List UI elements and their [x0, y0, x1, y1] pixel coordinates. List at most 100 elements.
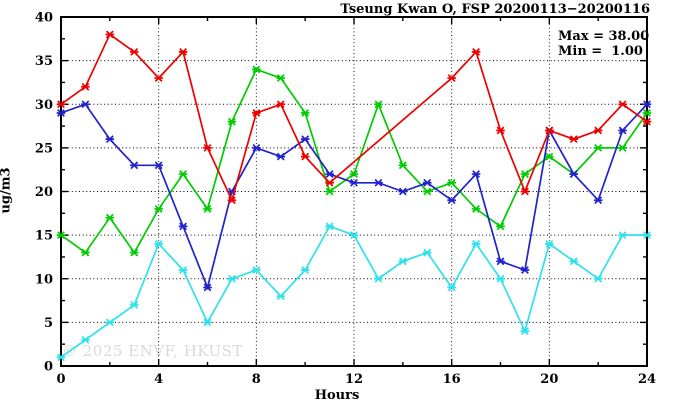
data-point-marker — [81, 100, 90, 109]
data-point-marker — [276, 152, 286, 161]
grid-lines — [61, 17, 647, 366]
tick-label: 20 — [540, 372, 558, 387]
tick-label: 5 — [44, 316, 53, 331]
tick-labels: 0 5 10 15 20 25 30 35 40 0 4 8 12 16 20 24 — [35, 11, 656, 388]
plot-frame — [60, 16, 648, 367]
data-point-marker — [300, 266, 310, 274]
data-point-marker — [178, 266, 188, 274]
data-point-marker — [325, 187, 334, 196]
data-point-marker — [593, 274, 603, 283]
data-point-marker — [496, 274, 505, 283]
data-point-marker — [471, 47, 481, 56]
data-point-marker — [252, 143, 261, 152]
data-point-marker — [325, 222, 334, 231]
series-line-blue — [60, 103, 648, 291]
data-point-marker — [227, 196, 237, 205]
data-point-marker — [398, 257, 408, 266]
data-point-marker — [569, 170, 579, 178]
data-point-marker — [496, 257, 505, 266]
series-line-red — [60, 33, 648, 203]
chart-title: Tseung Kwan O, FSP 20200113−20200116 — [340, 2, 650, 17]
axis-ticks — [60, 16, 648, 367]
data-point-marker — [618, 100, 627, 109]
data-point-marker — [545, 126, 554, 135]
data-point-marker — [374, 100, 383, 109]
data-point-marker — [545, 239, 554, 248]
data-point-marker — [178, 222, 188, 231]
data-point-marker — [422, 178, 432, 187]
data-point-marker — [154, 239, 163, 248]
data-point-marker — [105, 213, 115, 222]
tick-label: 24 — [638, 372, 656, 387]
data-point-marker — [569, 135, 579, 144]
y-axis-label: ug/m3 — [0, 167, 14, 214]
data-point-marker — [154, 205, 163, 213]
data-point-marker — [56, 100, 66, 109]
data-point-marker — [618, 231, 627, 240]
data-point-marker — [203, 205, 212, 213]
tick-label: 40 — [35, 11, 53, 26]
data-point-marker — [325, 178, 334, 187]
data-point-marker — [349, 231, 359, 240]
data-point-marker — [300, 152, 310, 161]
data-point-marker — [252, 109, 261, 117]
data-point-marker — [447, 74, 456, 82]
series-red — [56, 30, 652, 205]
tick-label: 4 — [154, 372, 163, 387]
max-value-label: Max = 38.00 — [558, 29, 650, 44]
data-point-marker — [178, 170, 188, 178]
tick-label: 10 — [35, 272, 53, 287]
data-point-marker — [374, 274, 383, 283]
tick-label: 20 — [35, 185, 53, 200]
data-point-marker — [203, 283, 212, 292]
tick-label: 35 — [35, 54, 53, 69]
data-point-marker — [56, 353, 66, 362]
data-point-marker — [593, 143, 603, 152]
data-point-marker — [349, 178, 359, 187]
data-point-marker — [56, 231, 66, 240]
data-point-marker — [569, 257, 579, 266]
data-point-marker — [642, 231, 652, 240]
data-point-marker — [56, 109, 66, 117]
data-point-marker — [81, 248, 90, 257]
data-point-marker — [105, 318, 115, 327]
tick-label: 30 — [35, 98, 53, 113]
data-point-marker — [422, 187, 432, 196]
data-point-marker — [593, 196, 603, 205]
data-point-marker — [374, 178, 383, 187]
tick-label: 12 — [345, 372, 363, 387]
x-axis-label: Hours — [314, 388, 360, 403]
data-point-marker — [520, 187, 530, 196]
data-point-marker — [471, 170, 481, 178]
data-point-marker — [178, 47, 188, 56]
data-point-marker — [447, 283, 456, 292]
data-point-marker — [325, 170, 334, 178]
data-point-marker — [642, 117, 652, 126]
data-point-marker — [496, 222, 505, 231]
tick-label: 0 — [56, 372, 65, 387]
data-point-marker — [203, 318, 212, 327]
series-green — [56, 65, 652, 257]
series-cyan — [56, 222, 652, 362]
data-point-marker — [471, 239, 481, 248]
data-point-marker — [300, 135, 310, 144]
tick-label: 15 — [35, 229, 53, 244]
data-point-marker — [496, 126, 505, 135]
data-point-marker — [447, 178, 456, 187]
data-point-marker — [105, 30, 115, 39]
data-point-marker — [276, 74, 286, 82]
data-point-marker — [642, 100, 652, 109]
data-point-marker — [349, 170, 359, 178]
data-point-marker — [422, 248, 432, 257]
data-point-marker — [618, 143, 627, 152]
data-point-marker — [545, 152, 554, 161]
data-point-marker — [129, 301, 139, 309]
data-point-marker — [81, 82, 90, 91]
data-point-marker — [81, 335, 90, 344]
tick-label: 0 — [44, 360, 53, 375]
data-point-marker — [593, 126, 603, 135]
watermark: © 2025 ENVF, HKUST — [62, 342, 243, 360]
data-point-marker — [154, 161, 163, 170]
